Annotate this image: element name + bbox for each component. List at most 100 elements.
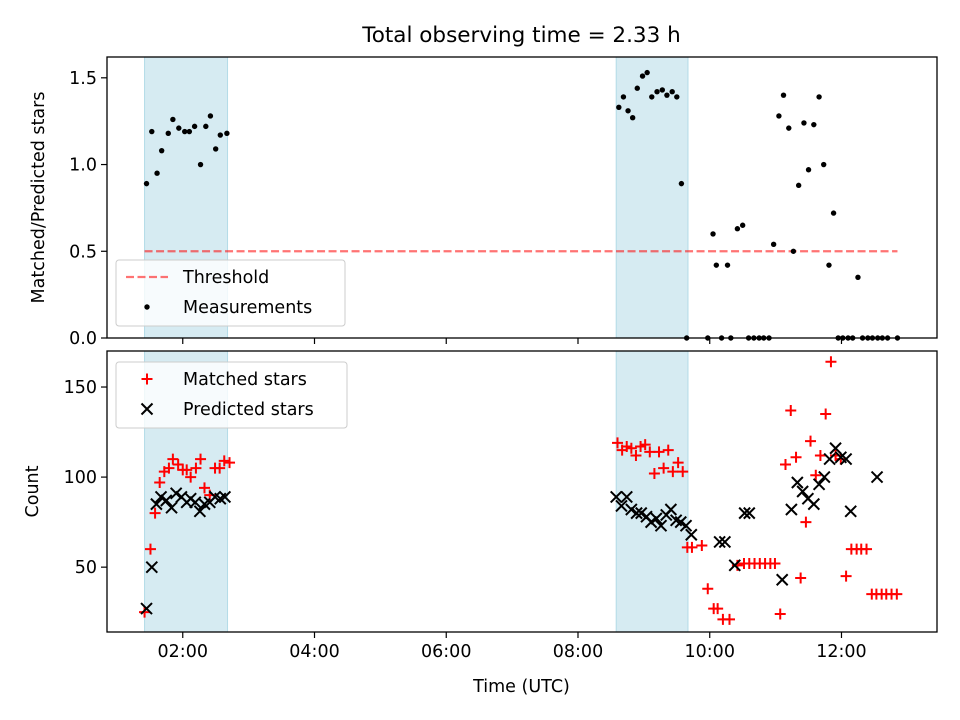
measurement-point [795, 182, 802, 189]
matched-star-point [612, 437, 624, 449]
legend-measurements-swatch [144, 304, 150, 310]
panel-frame [106, 350, 938, 633]
matched-star-point [840, 570, 852, 582]
matched-star-point [144, 543, 156, 555]
matched-star-point [218, 455, 230, 467]
matched-star-point [185, 471, 197, 483]
matched-star-point [814, 449, 826, 461]
matched-star-point [724, 613, 735, 625]
matched-star-point [790, 451, 802, 463]
measurement-point [674, 94, 680, 100]
matched-star-point [785, 404, 797, 416]
predicted-star-point [218, 490, 232, 504]
matched-star-point [702, 583, 714, 595]
predicted-star-point [644, 515, 658, 529]
legend-box [115, 259, 346, 327]
matched-star-point [820, 408, 832, 420]
predicted-star-point [791, 476, 804, 489]
panel-ratio: 0.0 0.5 1.0 1.5 Matched/Predicted stars Thr… [29, 56, 938, 349]
matched-star-point [662, 444, 674, 456]
matched-star-point [667, 466, 679, 478]
matched-star-point [224, 457, 236, 469]
matched-star-point [686, 541, 698, 553]
measurement-point [780, 92, 787, 98]
measurement-point [710, 231, 716, 237]
measurement-point [811, 121, 817, 128]
matched-star-point [677, 466, 689, 478]
predicted-star-point [812, 478, 826, 491]
matched-star-point [825, 356, 837, 368]
measurement-point [224, 130, 230, 137]
matched-star-point [861, 543, 873, 555]
matched-star-point [198, 482, 210, 494]
x-tick-label: 04:00 [289, 642, 339, 662]
measurement-point [143, 180, 150, 187]
measurement-point [855, 274, 861, 280]
predicted-star-point [679, 519, 693, 532]
measurement-point [212, 146, 219, 152]
legend: Threshold Measurements [115, 259, 346, 327]
legend-plus-marker [141, 373, 153, 385]
predicted-star-point [664, 503, 678, 516]
legend-threshold-label: Threshold [182, 268, 269, 288]
measurement-point [186, 128, 193, 135]
y-tick-label: 1.0 [69, 156, 97, 176]
matched-star-point [810, 469, 822, 481]
matched-star-point [658, 462, 670, 474]
predicted-star-point [609, 490, 623, 504]
predicted-star-point [823, 452, 836, 466]
matched-star-point [835, 453, 847, 465]
legend-predicted-swatch [140, 402, 154, 416]
y-tick-label: 0.5 [69, 242, 97, 262]
predicted-star-point [713, 535, 726, 549]
x-axis-ticks [182, 338, 843, 344]
predicted-star-point [775, 573, 789, 586]
measurement-point [826, 262, 832, 268]
matched-star-point [167, 453, 179, 465]
matched-star-point [644, 446, 656, 458]
predicted-star-point [165, 501, 178, 514]
predicted-star-point [150, 497, 163, 511]
matched-star-point [630, 449, 642, 461]
shaded-interval [615, 56, 689, 339]
predicted-star-point [818, 470, 831, 484]
figure-title: Total observing time = 2.33 h [361, 23, 681, 48]
matched-star-point [672, 457, 684, 469]
matched-star-point [214, 462, 226, 474]
matched-star-point [795, 572, 807, 584]
predicted-star-point [654, 519, 668, 532]
predicted-star-point [635, 506, 648, 520]
measurement-point [207, 113, 214, 119]
x-tick-label: 08:00 [553, 642, 603, 662]
matched-star-point [195, 453, 207, 465]
predicted-star-point [829, 442, 842, 455]
predicted-star-point [743, 506, 756, 520]
predicted-star-point [160, 494, 173, 507]
y-tick-label: 1.5 [69, 69, 97, 89]
predicted-star-point [870, 470, 884, 484]
y-axis-label: Count [23, 465, 43, 517]
predicted-star-point [674, 515, 687, 529]
measurement-point [158, 147, 165, 154]
matched-star-point [779, 458, 791, 470]
measurement-point [182, 128, 188, 135]
matched-star-point [712, 603, 724, 615]
y-axis-label: Matched/Predicted stars [29, 92, 49, 304]
predicted-star-point [625, 503, 638, 516]
legend-measurements-label: Measurements [183, 298, 312, 318]
legend-matched-label: Matched stars [183, 370, 307, 390]
measurement-point [616, 104, 622, 111]
shaded-interval [615, 350, 689, 633]
measurement-point [634, 85, 640, 91]
measurement-point [786, 125, 792, 131]
measurement-point [197, 161, 204, 168]
predicted-star-point [839, 452, 853, 466]
matched-star-point [648, 467, 660, 479]
measurement-point [664, 92, 670, 98]
matched-star-point [696, 540, 708, 552]
measurement-point [770, 241, 777, 248]
legend-box [115, 361, 348, 429]
y-tick-label: 50 [75, 558, 97, 578]
predicted-star-point [630, 506, 643, 520]
